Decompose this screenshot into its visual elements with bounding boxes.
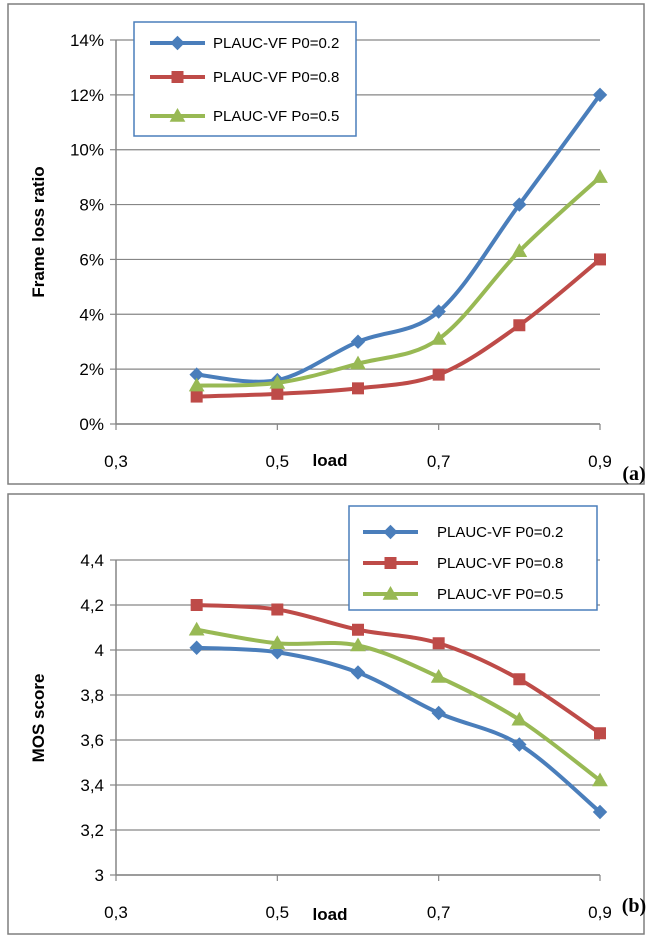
legend-label: PLAUC-VF Po=0.5 [213, 108, 339, 125]
y-tick-label: 3,4 [80, 776, 104, 795]
data-point [190, 599, 203, 611]
data-point [430, 330, 447, 345]
y-tick-label: 10% [70, 141, 104, 160]
data-point [431, 304, 446, 319]
legend-label: PLAUC-VF P0=0.2 [437, 524, 563, 541]
data-point [592, 87, 608, 103]
y-axis-title: Frame loss ratio [29, 166, 48, 297]
data-point [511, 243, 528, 257]
x-tick-label: 0,7 [427, 903, 451, 922]
legend: PLAUC-VF P0=0.2 PLAUC-VF P0=0.8 PLAUC-VF P… [348, 505, 598, 611]
panel-label: (a) [622, 463, 645, 485]
panel-label: (b) [622, 895, 646, 917]
data-point [271, 603, 284, 616]
data-point [594, 727, 606, 740]
series-3 [188, 169, 608, 392]
series-line [194, 627, 602, 783]
y-tick-label: 4% [79, 305, 104, 324]
data-point [592, 772, 608, 787]
y-tick-label: 4,2 [80, 596, 104, 615]
data-point [352, 623, 364, 636]
x-tick-label: 0,5 [266, 903, 290, 922]
x-tick-label: 0,9 [588, 452, 612, 471]
y-tick-label: 2% [79, 360, 104, 379]
x-tick-label: 0,5 [266, 452, 290, 471]
series-3 [188, 621, 608, 787]
y-tick-label: 6% [79, 250, 104, 269]
legend-marker [384, 557, 397, 569]
y-tick-label: 4,4 [80, 551, 104, 570]
data-point [269, 635, 286, 649]
y-tick-label: 0% [79, 415, 104, 434]
data-point [350, 334, 366, 349]
legend-marker [383, 524, 398, 540]
data-point [190, 390, 203, 403]
legend: PLAUC-VF P0=0.2 PLAUC-VF P0=0.8 PLAUC-VF P… [133, 21, 357, 137]
y-tick-label: 3,6 [80, 731, 104, 750]
series-line [194, 603, 602, 736]
data-point [350, 637, 366, 652]
chart-a: 0% 2% 4% 6% 8% 10% 12% 14% 0,3 0,5 0,7 0,9 load Frame… [7, 3, 646, 485]
x-tick-label: 0,7 [427, 452, 451, 471]
legend-label: PLAUC-VF P0=0.2 [213, 35, 339, 52]
data-point [271, 387, 284, 400]
data-point [512, 737, 527, 752]
y-tick-label: 4 [95, 641, 104, 660]
data-point [430, 668, 447, 683]
data-point [432, 637, 445, 650]
legend-marker [170, 35, 185, 51]
y-axis-title: MOS score [29, 674, 48, 763]
x-tick-label: 0,3 [104, 903, 128, 922]
data-point [513, 319, 526, 332]
data-point [513, 673, 526, 686]
legend-label: PLAUC-VF P0=0.8 [437, 555, 563, 572]
y-tick-label: 3,2 [80, 821, 104, 840]
series-2 [190, 599, 606, 740]
legend-marker [169, 107, 186, 122]
x-tick-label: 0,3 [104, 452, 128, 471]
data-point [432, 368, 445, 381]
data-point [594, 253, 606, 266]
data-point [592, 804, 608, 820]
legend-marker [171, 71, 184, 83]
series-2 [190, 253, 606, 403]
legend-label: PLAUC-VF P0=0.5 [437, 586, 563, 603]
y-tick-label: 14% [70, 31, 104, 50]
data-point [431, 705, 446, 721]
y-tick-label: 3,8 [80, 686, 104, 705]
x-axis-title: load [313, 451, 348, 470]
data-point [592, 169, 608, 183]
data-point [188, 621, 205, 636]
y-tick-label: 3 [95, 866, 104, 885]
data-point [269, 374, 286, 389]
data-point [511, 711, 528, 726]
x-axis-title: load [313, 905, 348, 924]
series-line [194, 645, 602, 814]
legend-label: PLAUC-VF P0=0.8 [213, 69, 339, 86]
y-tick-label: 12% [70, 86, 104, 105]
data-point [512, 197, 527, 212]
series-1 [189, 640, 608, 820]
legend-marker [382, 585, 399, 600]
x-tick-label: 0,9 [588, 903, 612, 922]
data-point [352, 382, 364, 395]
y-tick-label: 8% [79, 196, 104, 215]
chart-b: 3 3,2 3,4 3,6 3,8 4 4,2 4,4 0,3 0,5 0,7 0,9 load MOS … [7, 493, 646, 935]
data-point [350, 355, 366, 370]
data-point [189, 640, 204, 655]
data-point [188, 377, 205, 392]
data-point [350, 665, 366, 680]
